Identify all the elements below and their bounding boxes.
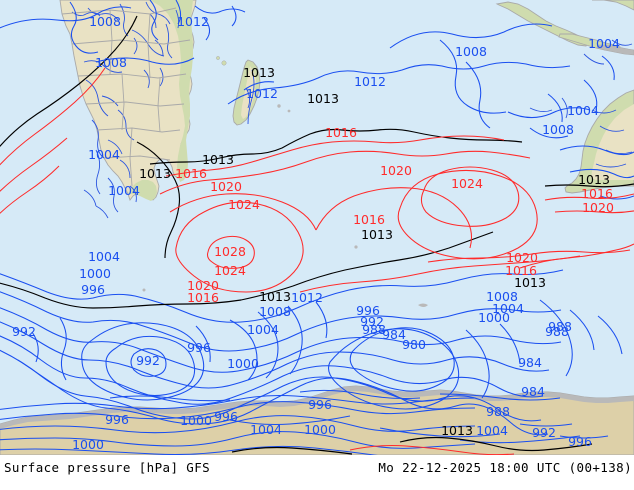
isobars-low: [0, 0, 634, 455]
landmass-kerguelen: [418, 303, 428, 307]
landmass-island-southwest: [142, 288, 146, 292]
landmass-mauritius: [287, 109, 291, 113]
landmass-borneo-edge: [592, 0, 634, 11]
landmass-reunion: [277, 104, 281, 108]
landmass-antarctica-ice-edge: [0, 386, 634, 429]
pressure-contour-map[interactable]: 1008 1012 1008 1008 1004 1008 1013 1012 1013 1012…: [0, 0, 634, 455]
landmass-island-south: [354, 245, 358, 249]
landmass-bali-nusa: [596, 44, 634, 56]
landmass-small-island: [216, 56, 220, 60]
map-footer: Surface pressure [hPa] GFS Mo 22-12-2025…: [0, 455, 634, 490]
landmass-comoros: [221, 60, 227, 66]
landmass-australia-interior: [591, 104, 634, 180]
product-title: Surface pressure [hPa] GFS: [4, 460, 211, 475]
isobars-1013: [0, 15, 634, 455]
valid-time-label: Mo 22-12-2025 18:00 UTC (00+138): [378, 460, 632, 475]
landmass-south-africa-green: [128, 180, 157, 201]
rivers-layer: [71, 1, 633, 219]
isobars-high: [0, 67, 634, 455]
map-canvas: [0, 0, 634, 455]
landmass-africa-highlands: [150, 0, 193, 182]
